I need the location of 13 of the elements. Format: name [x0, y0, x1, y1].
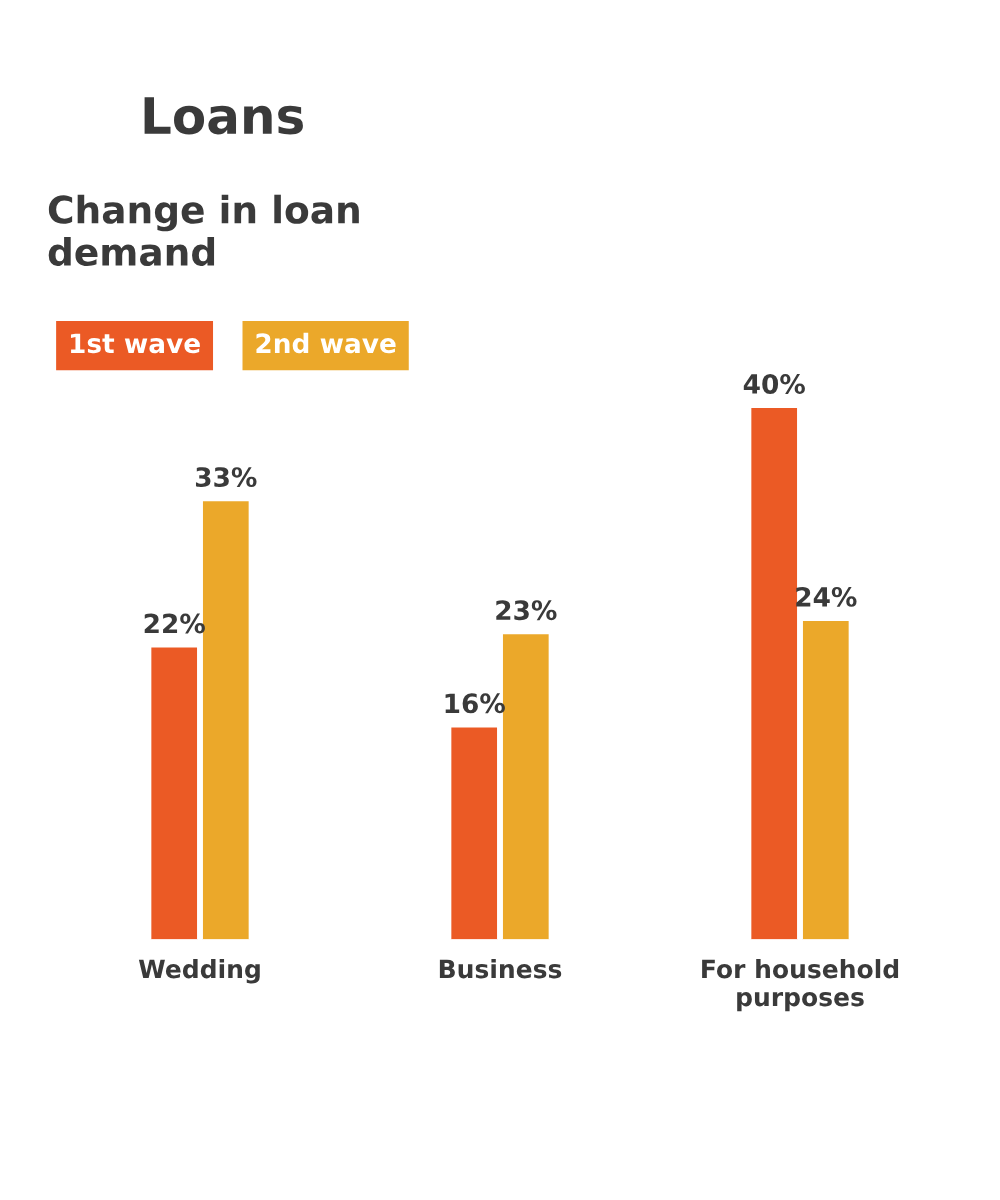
data-label: 33%: [195, 467, 257, 488]
chart-title: Loans: [144, 97, 303, 135]
bar: [449, 726, 499, 940]
x-tick-label: Business: [439, 959, 562, 979]
x-tick-label: Wedding: [138, 959, 260, 984]
x-tick-label: For household purposes: [702, 959, 899, 1012]
text: 2nd wave: [256, 332, 396, 354]
bar: [801, 619, 851, 940]
chart-subtitle: Change in loan demand: [48, 194, 359, 267]
data-label: 23%: [496, 600, 557, 621]
bar: [149, 646, 199, 940]
text: 1st wave: [70, 333, 200, 354]
data-label: 40%: [743, 374, 805, 394]
